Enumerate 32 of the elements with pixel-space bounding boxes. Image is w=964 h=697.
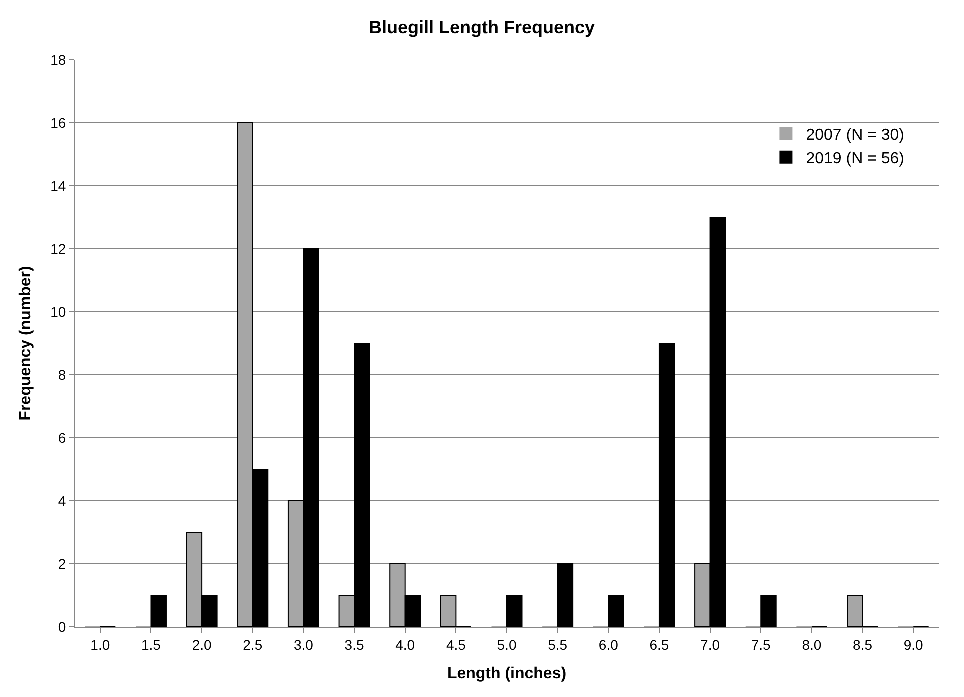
y-axis-title: Frequency (number) [18,266,35,421]
x-tick-label: 8.5 [853,636,873,653]
x-tick-label: 8.0 [802,636,822,653]
chart-title: Bluegill Length Frequency [368,18,596,38]
y-tick-label: 2 [58,556,66,572]
x-tick-label: 5.5 [548,636,568,653]
x-tick-label: 7.0 [700,636,720,653]
y-tick-label: 0 [58,618,66,635]
x-tick-label: 4.5 [446,636,466,653]
legend-label: 2019 (N = 56) [806,150,904,168]
x-tick-label: 1.5 [142,636,162,653]
y-tick-label: 12 [50,240,66,257]
y-tick-label: 6 [58,430,66,446]
y-tick-label: 14 [50,178,66,194]
x-tick-label: 1.0 [90,636,110,653]
x-tick-label: 6.0 [598,636,619,653]
x-tick-label: 9.0 [904,636,924,653]
x-tick-label: 2.5 [243,636,263,653]
x-tick-label: 3.0 [294,636,314,653]
x-tick-label: 3.5 [344,636,364,653]
x-tick-label: 2.0 [192,636,212,653]
x-tick-label: 7.5 [751,636,772,653]
y-tick-label: 10 [50,304,66,320]
y-tick-label: 4 [58,492,66,509]
y-tick-label: 18 [50,52,66,68]
x-tick-label: 5.0 [497,636,517,653]
y-tick-label: 16 [50,114,66,131]
x-axis-title: Length (inches) [447,666,567,682]
x-tick-label: 4.0 [396,636,416,653]
y-tick-label: 8 [58,366,66,383]
legend-label: 2007 (N = 30) [806,126,904,144]
x-tick-label: 6.5 [650,636,670,653]
